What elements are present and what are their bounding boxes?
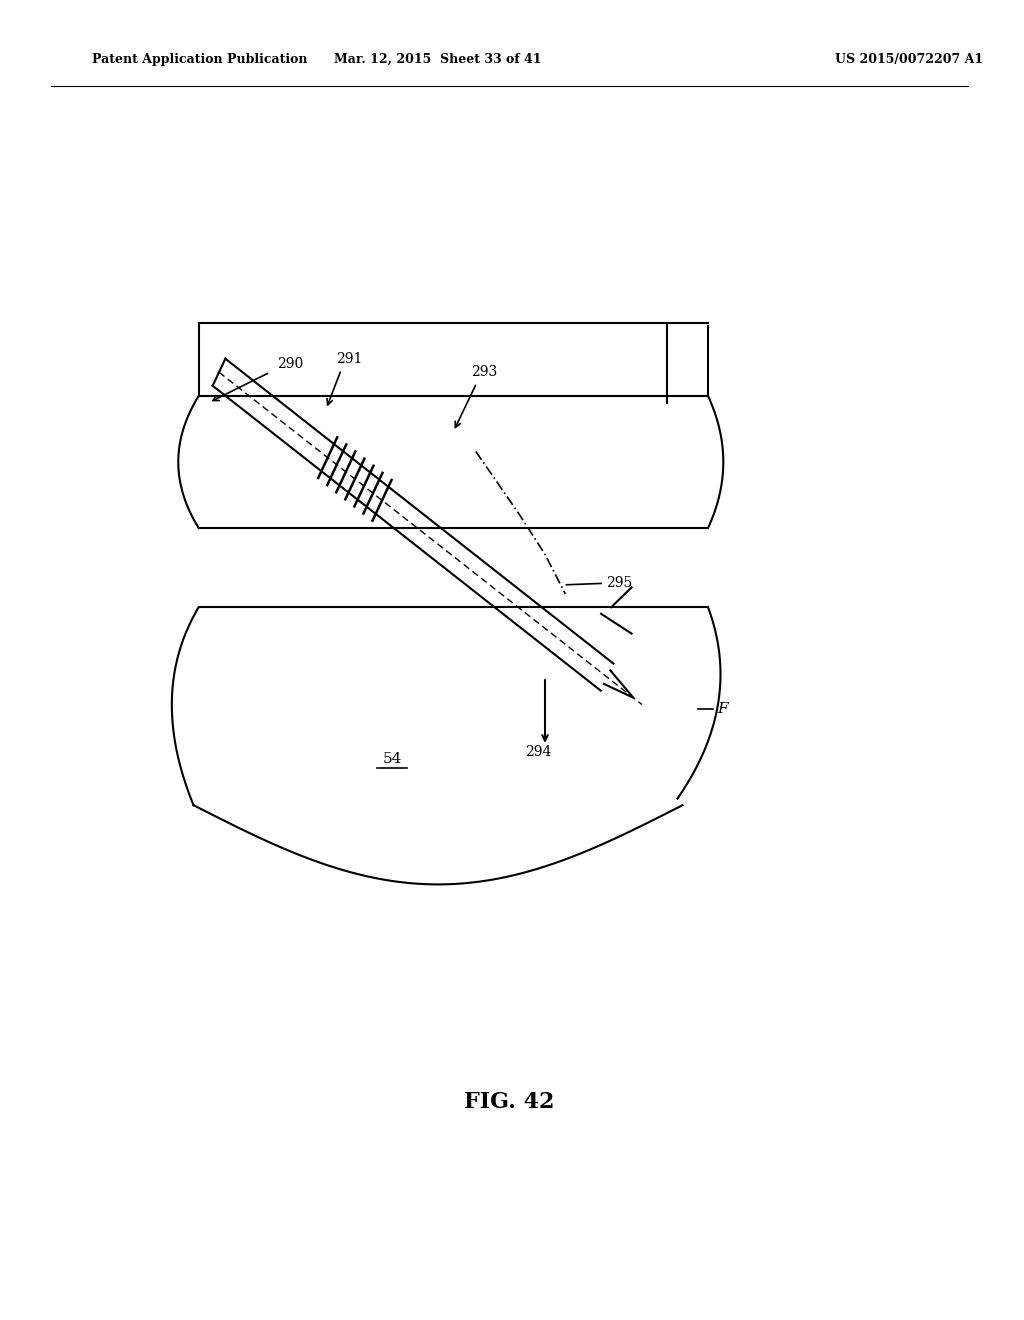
Text: 291: 291 xyxy=(336,352,362,366)
Text: FIG. 42: FIG. 42 xyxy=(464,1092,555,1113)
Text: 294: 294 xyxy=(524,746,551,759)
Text: Mar. 12, 2015  Sheet 33 of 41: Mar. 12, 2015 Sheet 33 of 41 xyxy=(334,53,542,66)
Text: 290: 290 xyxy=(278,358,303,371)
Text: 295: 295 xyxy=(606,577,633,590)
Text: US 2015/0072207 A1: US 2015/0072207 A1 xyxy=(836,53,983,66)
Text: 54: 54 xyxy=(383,752,401,766)
Text: F: F xyxy=(717,702,728,715)
Text: Patent Application Publication: Patent Application Publication xyxy=(92,53,307,66)
Text: 293: 293 xyxy=(471,366,497,379)
